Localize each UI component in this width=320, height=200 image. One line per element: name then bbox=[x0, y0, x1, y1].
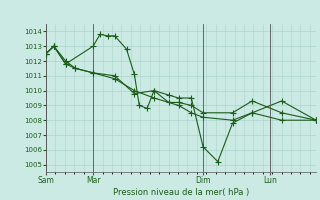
X-axis label: Pression niveau de la mer( hPa ): Pression niveau de la mer( hPa ) bbox=[113, 188, 249, 197]
